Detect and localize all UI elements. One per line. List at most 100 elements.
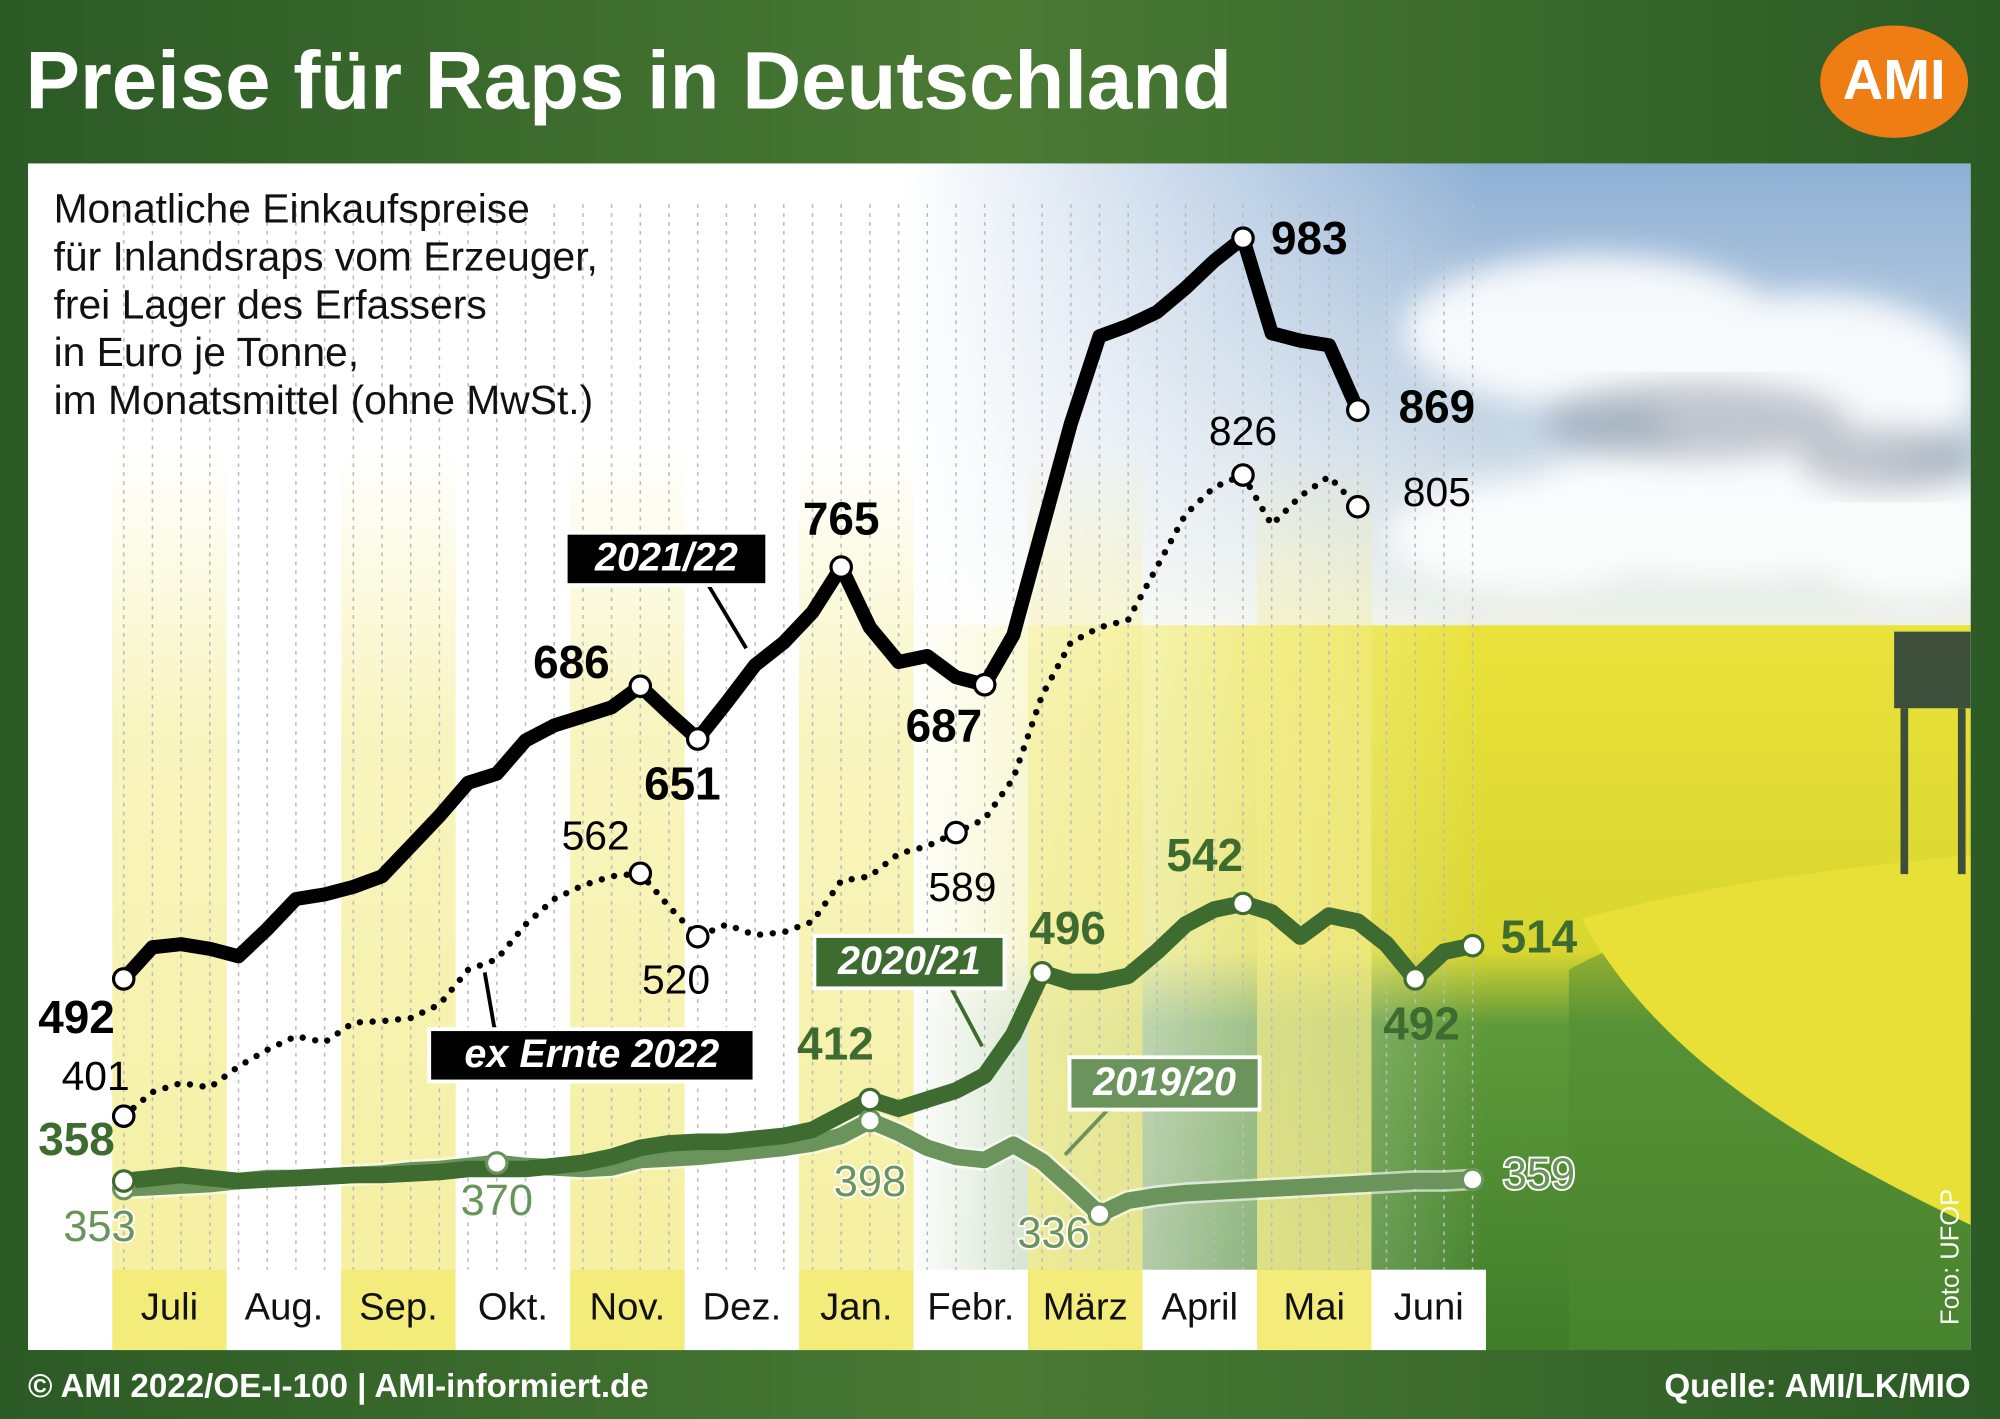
x-tick-label: Aug. (245, 1285, 324, 1328)
data-label: 765 (803, 493, 880, 545)
month-band (1257, 446, 1372, 1270)
data-label: 353 (63, 1203, 135, 1251)
data-label: 562 (562, 813, 630, 859)
point-marker (1087, 1202, 1112, 1227)
x-tick-label: Sep. (359, 1285, 438, 1328)
subtitle-line: für Inlandsraps vom Erzeuger, (54, 233, 598, 279)
point-marker (1231, 891, 1255, 916)
series-tag-box (431, 1031, 753, 1080)
point-marker (1030, 961, 1054, 985)
footer-bar (0, 1350, 2000, 1419)
subtitle-line: im Monatsmittel (ohne MwSt.) (54, 377, 594, 423)
footer-right: Quelle: AMI/LK/MIO (1664, 1368, 1970, 1405)
point-marker (1231, 226, 1255, 250)
month-label-box (341, 1269, 456, 1351)
month-band (1028, 446, 1143, 1270)
data-label: 514 (1501, 911, 1578, 963)
month-band (112, 446, 227, 1270)
series-tag-box (816, 937, 1003, 987)
point-marker (1403, 967, 1427, 991)
series-name: ex Ernte 2022 (464, 1032, 719, 1076)
x-tick-label: März (1043, 1285, 1128, 1328)
series-line (120, 471, 1361, 1120)
point-marker (685, 924, 710, 949)
x-tick-label: Juni (1394, 1285, 1464, 1328)
month-label-box (1257, 1269, 1372, 1351)
data-label: 869 (1399, 380, 1476, 432)
point-marker (972, 672, 997, 697)
point-marker (1345, 494, 1370, 519)
point-marker (858, 1108, 882, 1133)
month-label-box (1028, 1269, 1143, 1351)
series-pointer (948, 985, 984, 1048)
point-marker (685, 727, 710, 751)
subtitle-line: Monatliche Einkaufspreise (54, 186, 530, 232)
point-marker (628, 861, 653, 886)
month-label-box (112, 1269, 227, 1351)
subtitle-line: frei Lager des Erfassers (54, 281, 487, 327)
point-marker (111, 1169, 136, 1193)
series-pointer (482, 972, 497, 1032)
month-label-box (913, 1269, 1029, 1351)
month-label-box (455, 1269, 571, 1351)
x-tick-label: Juli (141, 1285, 198, 1328)
point-marker (485, 1151, 509, 1175)
month-label-box (570, 1269, 685, 1351)
series-pointer (706, 583, 748, 650)
data-label: 826 (1209, 408, 1277, 454)
data-label: 398 (834, 1158, 906, 1206)
month-label-box (684, 1269, 800, 1351)
series-name: 2020/21 (837, 939, 981, 983)
data-label: 359 (1503, 1150, 1575, 1198)
series-tag-box (1071, 1059, 1258, 1108)
x-tick-label: Jan. (820, 1285, 892, 1328)
data-label: 686 (533, 636, 610, 688)
point-marker (1231, 463, 1255, 487)
footer-left: © AMI 2022/OE-I-100 | AMI-informiert.de (28, 1368, 649, 1405)
data-label: 805 (1403, 469, 1471, 515)
data-label: 687 (906, 699, 983, 751)
x-tick-label: Nov. (589, 1285, 665, 1328)
data-label: 983 (1271, 212, 1348, 264)
point-marker (1345, 398, 1370, 422)
series-tag-box (567, 534, 766, 584)
point-marker (944, 820, 968, 845)
series-line (116, 231, 1365, 986)
title: Preise für Raps in Deutschland (26, 35, 1233, 126)
point-marker (1460, 1167, 1485, 1192)
month-label-box (226, 1269, 342, 1351)
data-label: 370 (461, 1177, 533, 1225)
data-label: 336 (1017, 1209, 1089, 1257)
series-name: 2019/20 (1092, 1060, 1236, 1104)
x-tick-label: Febr. (927, 1285, 1014, 1328)
plot: 353 370 398 336 359 358 412 496 542 492 514 401 562 5… (38, 212, 1578, 1259)
logo-badge (1820, 25, 1969, 138)
month-label-box (1371, 1269, 1486, 1351)
data-label: 589 (928, 864, 996, 910)
data-label: 542 (1166, 829, 1243, 881)
x-tick-label: Dez. (703, 1285, 782, 1328)
data-label: 496 (1029, 902, 1106, 954)
header-bar (0, 0, 2000, 164)
data-label: 358 (38, 1113, 115, 1165)
point-marker (858, 1087, 882, 1112)
point-marker (829, 555, 853, 579)
month-label-box (1142, 1269, 1258, 1351)
data-label: 492 (38, 991, 115, 1043)
x-tick-label: Mai (1283, 1285, 1345, 1328)
series-pointer (1063, 1106, 1112, 1157)
x-tick-label: April (1162, 1285, 1239, 1328)
data-label: 492 (1383, 997, 1460, 1049)
series-name: 2021/22 (594, 536, 738, 580)
photo-credit: Foto: UFOP (1936, 1189, 1964, 1325)
month-label-box (799, 1269, 914, 1351)
point-marker (628, 674, 653, 699)
data-label: 651 (644, 758, 721, 810)
data-label: 401 (62, 1053, 130, 1099)
point-marker (111, 967, 136, 991)
logo: AMI (1843, 48, 1946, 111)
point-marker (111, 1104, 136, 1128)
data-label: 412 (797, 1017, 874, 1069)
